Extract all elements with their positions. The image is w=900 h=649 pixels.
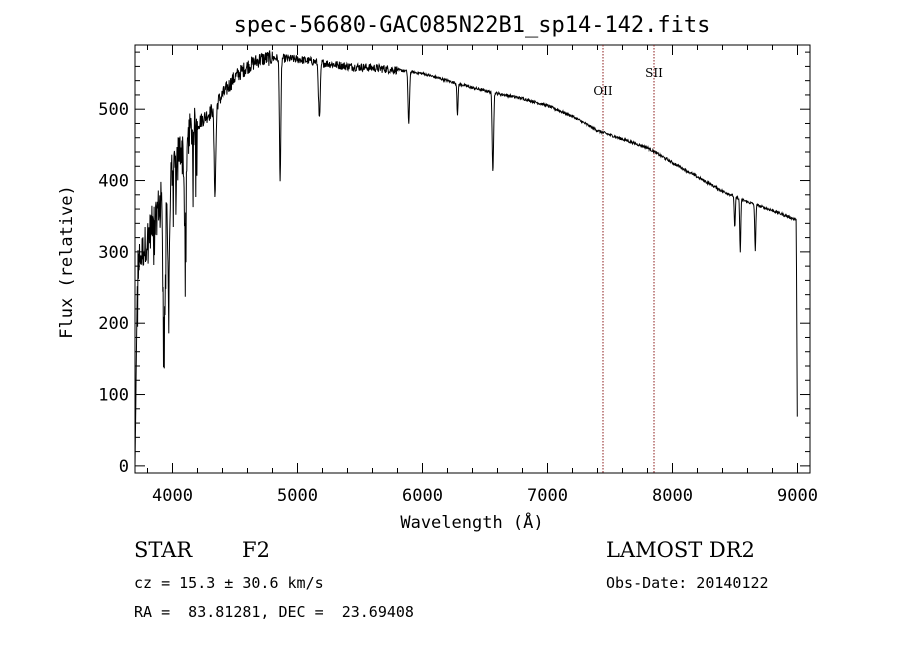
marker-label-sii: SII	[645, 66, 663, 80]
y-tick-label: 100	[98, 386, 129, 406]
spectrum-line	[134, 50, 798, 466]
y-tick-label: 0	[119, 457, 129, 477]
x-axis-label: Wavelength (Å)	[400, 511, 543, 533]
chart-title: spec-56680-GAC085N22B1_sp14-142.fits	[234, 13, 711, 38]
x-tick-label: 4000	[152, 486, 193, 506]
marker-label-oii: OII	[593, 84, 613, 98]
y-axis-label: Flux (relative)	[57, 185, 77, 339]
redshift-value: cz = 15.3 ± 30.6 km/s	[134, 574, 324, 592]
y-tick-label: 500	[98, 100, 129, 120]
x-tick-label: 5000	[277, 486, 318, 506]
coordinates: RA = 83.81281, DEC = 23.69408	[134, 603, 414, 621]
y-tick-label: 400	[98, 172, 129, 192]
plot-frame	[134, 44, 811, 474]
axis-ticks	[135, 45, 810, 473]
y-tick-label: 300	[98, 243, 129, 263]
x-tick-label: 6000	[402, 486, 443, 506]
object-subclass: F2	[242, 538, 270, 562]
line-markers: OII SII	[593, 45, 663, 473]
object-class: STAR	[134, 538, 193, 562]
x-tick-label: 7000	[527, 486, 568, 506]
y-tick-label: 200	[98, 314, 129, 334]
survey-name: LAMOST DR2	[606, 538, 755, 562]
y-tick-labels: 0 100 200 300 400 500	[98, 100, 129, 477]
x-tick-labels: 4000 5000 6000 7000 8000 9000	[152, 486, 818, 506]
x-tick-label: 8000	[652, 486, 693, 506]
observation-date: Obs-Date: 20140122	[606, 574, 769, 592]
x-tick-label: 9000	[777, 486, 818, 506]
